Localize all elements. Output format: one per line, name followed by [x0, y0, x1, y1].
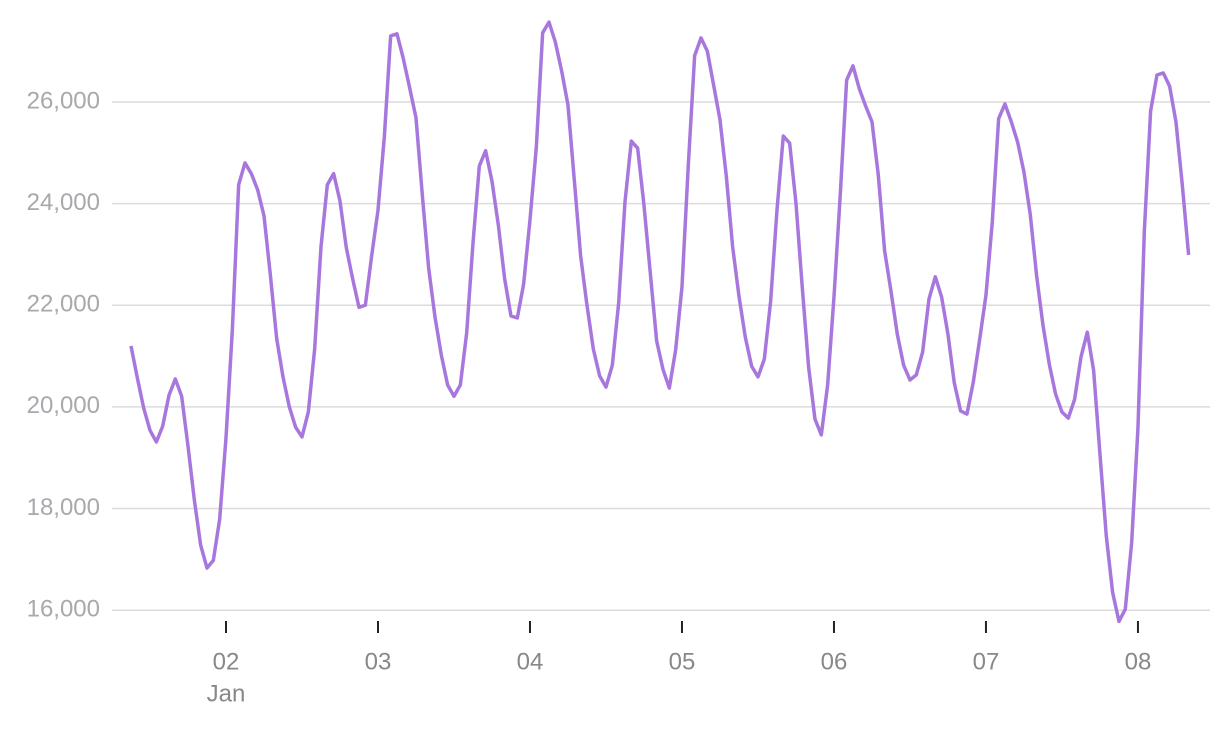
x-tick-label: 08 — [1125, 648, 1152, 675]
y-tick-label: 22,000 — [27, 291, 100, 318]
y-tick-label: 18,000 — [27, 494, 100, 521]
y-tick-label: 20,000 — [27, 392, 100, 419]
y-tick-label: 24,000 — [27, 189, 100, 216]
x-sublabel: Jan — [207, 680, 246, 707]
x-tick-label: 06 — [821, 648, 848, 675]
y-tick-label: 16,000 — [27, 596, 100, 623]
x-tick-label: 07 — [973, 648, 1000, 675]
x-tick-label: 02 — [213, 648, 240, 675]
y-tick-label: 26,000 — [27, 87, 100, 114]
x-tick-label: 04 — [517, 648, 544, 675]
x-tick-label: 05 — [669, 648, 696, 675]
x-tick-label: 03 — [365, 648, 392, 675]
line — [129, 20, 1191, 624]
